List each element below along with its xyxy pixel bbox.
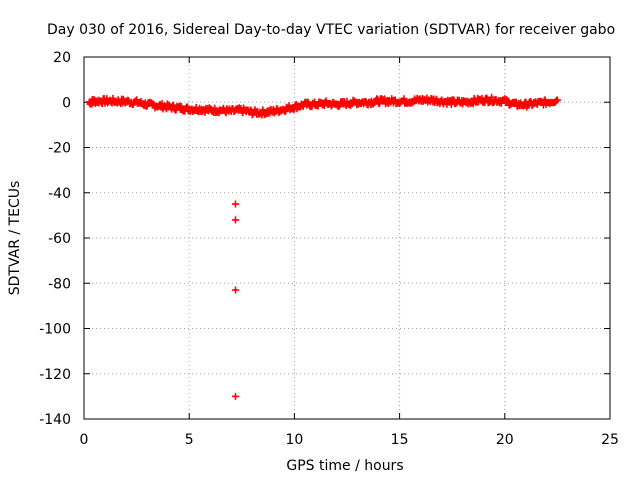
data-point [335, 102, 343, 110]
y-tick-label: -20 [48, 141, 71, 157]
data-point [211, 104, 219, 112]
data-point [169, 101, 177, 109]
data-point [375, 100, 383, 108]
x-tick-label: 5 [185, 432, 194, 448]
y-tick-label: -40 [48, 186, 71, 202]
y-tick-label: 0 [62, 95, 71, 111]
y-tick-label: 20 [53, 50, 71, 66]
y-tick-label: -80 [48, 276, 71, 292]
outlier-point [231, 392, 239, 400]
data-points [85, 93, 561, 400]
y-tick-label: -100 [39, 322, 71, 338]
chart-title: Day 030 of 2016, Sidereal Day-to-day VTE… [47, 22, 615, 38]
data-point [375, 99, 383, 107]
outlier-point [231, 216, 239, 224]
x-tick-label: 15 [391, 432, 409, 448]
x-tick-label: 25 [601, 432, 619, 448]
y-tick-label: -140 [39, 412, 71, 428]
y-tick-label: -120 [39, 367, 71, 383]
data-point [488, 93, 496, 101]
grid [84, 57, 610, 419]
outlier-point [231, 286, 239, 294]
x-axis-title: GPS time / hours [286, 458, 403, 474]
x-axis: 0 5 10 15 20 25 [80, 57, 619, 448]
x-tick-label: 10 [285, 432, 303, 448]
plot-frame [83, 56, 611, 420]
y-tick-label: -60 [48, 231, 71, 247]
data-point [553, 96, 561, 104]
y-axis: 20 0 -20 -40 -60 -80 -100 -120 -140 [39, 50, 610, 428]
x-tick-label: 0 [80, 432, 89, 448]
y-axis-title: SDTVAR / TECUs [7, 181, 23, 296]
outlier-point [231, 200, 239, 208]
x-tick-label: 20 [496, 432, 514, 448]
